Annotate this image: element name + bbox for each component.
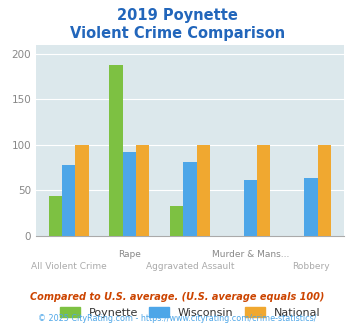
Text: © 2025 CityRating.com - https://www.cityrating.com/crime-statistics/: © 2025 CityRating.com - https://www.city… bbox=[38, 314, 317, 323]
Text: All Violent Crime: All Violent Crime bbox=[31, 262, 107, 271]
Text: Compared to U.S. average. (U.S. average equals 100): Compared to U.S. average. (U.S. average … bbox=[30, 292, 325, 302]
Text: Aggravated Assault: Aggravated Assault bbox=[146, 262, 234, 271]
Text: Rape: Rape bbox=[118, 250, 141, 259]
Bar bbox=[109, 65, 123, 236]
Bar bbox=[62, 165, 76, 236]
Bar bbox=[123, 152, 136, 236]
Legend: Poynette, Wisconsin, National: Poynette, Wisconsin, National bbox=[55, 303, 324, 322]
Text: Robbery: Robbery bbox=[292, 262, 330, 271]
Bar bbox=[183, 162, 197, 236]
Bar bbox=[170, 206, 183, 236]
Bar bbox=[318, 145, 331, 236]
Bar bbox=[136, 145, 149, 236]
Bar bbox=[244, 181, 257, 236]
Text: 2019 Poynette: 2019 Poynette bbox=[117, 8, 238, 23]
Bar bbox=[197, 145, 210, 236]
Bar bbox=[49, 196, 62, 236]
Bar bbox=[76, 145, 89, 236]
Bar bbox=[304, 178, 318, 236]
Text: Violent Crime Comparison: Violent Crime Comparison bbox=[70, 26, 285, 41]
Text: Murder & Mans...: Murder & Mans... bbox=[212, 250, 289, 259]
Bar bbox=[257, 145, 271, 236]
